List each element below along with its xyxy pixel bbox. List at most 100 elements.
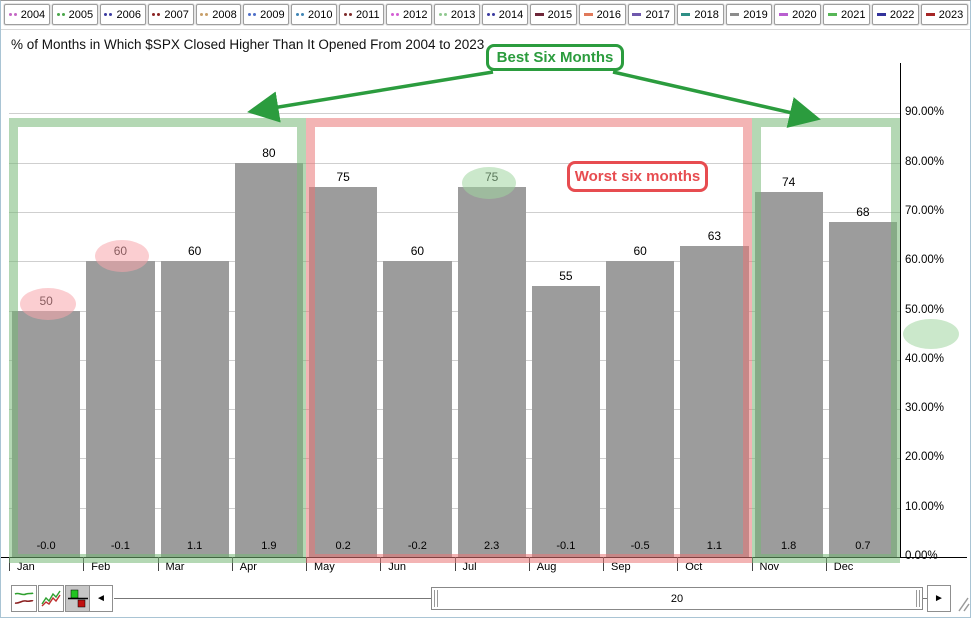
bar-Oct	[680, 246, 749, 557]
dash-series-marker-icon	[583, 13, 593, 16]
year-button-label: 2013	[450, 8, 476, 21]
gridline-60.00%	[9, 261, 900, 263]
month-label-Sep: Sep	[611, 561, 631, 573]
month-tick	[306, 557, 307, 571]
y-tick-label: 70.00%	[905, 204, 945, 217]
month-tick	[83, 557, 85, 571]
y-tick-label: 50.00%	[905, 303, 945, 316]
jul-value-highlight	[462, 167, 516, 199]
gridline-20.00%	[9, 458, 900, 460]
year-button-2021[interactable]: 2021	[823, 4, 871, 25]
gridline-90.00%	[9, 113, 900, 115]
footer-value-Oct: 1.1	[706, 540, 723, 552]
month-tick	[677, 557, 679, 571]
bar-value-Mar: 60	[187, 244, 202, 259]
year-button-2014[interactable]: 2014	[482, 4, 528, 25]
year-button-2018[interactable]: 2018	[676, 4, 724, 25]
year-button-2017[interactable]: 2017	[627, 4, 675, 25]
zigzag-line-chart-icon	[41, 590, 61, 607]
dotted-series-marker-icon	[56, 13, 65, 16]
bar-Aug	[531, 285, 600, 557]
year-button-2006[interactable]: 2006	[99, 4, 146, 25]
footer-value-Aug: -0.1	[556, 540, 576, 552]
best-six-months-left-region	[9, 118, 306, 563]
dash-series-marker-icon	[681, 13, 691, 16]
feb-value-highlight	[95, 240, 149, 272]
bar-value-Aug: 55	[559, 268, 573, 283]
bar-value-Dec: 68	[856, 204, 870, 219]
footer-value-Jul: 2.3	[483, 540, 500, 552]
year-button-label: 2008	[212, 8, 237, 21]
year-button-label: 2022	[889, 8, 915, 21]
dotted-series-marker-icon	[343, 13, 352, 16]
dotted-series-marker-icon	[296, 13, 305, 16]
year-button-2008[interactable]: 2008	[195, 4, 242, 25]
zigzag-line-chart-button[interactable]	[38, 585, 64, 612]
year-button-label: 2023	[938, 8, 964, 21]
thumb-left-grip[interactable]	[434, 590, 438, 607]
bar-Dec	[828, 221, 897, 557]
y-tick-label: 90.00%	[905, 106, 945, 119]
scroll-left-button[interactable]: ◄	[89, 585, 113, 612]
gridline-80.00%	[9, 162, 900, 164]
year-button-2020[interactable]: 2020	[774, 4, 822, 25]
dash-series-marker-icon	[925, 13, 935, 16]
year-button-label: 2018	[694, 8, 719, 21]
month-tick	[9, 557, 10, 571]
year-button-label: 2021	[841, 8, 866, 21]
year-button-label: 2005	[68, 8, 94, 21]
month-label-Mar: Mar	[165, 561, 185, 573]
year-button-2004[interactable]: 2004	[4, 4, 50, 25]
month-label-Feb: Feb	[91, 561, 111, 573]
footer-value-Jan: -0.0	[36, 540, 56, 552]
year-button-label: 2019	[743, 8, 768, 21]
dash-series-marker-icon	[534, 13, 544, 16]
month-label-Nov: Nov	[759, 561, 780, 573]
dotted-series-marker-icon	[104, 13, 113, 16]
bar-Jul	[457, 187, 526, 557]
dotted-series-marker-icon	[152, 13, 161, 16]
month-label-Aug: Aug	[536, 561, 557, 573]
resize-grip-icon[interactable]	[953, 593, 971, 613]
year-button-2010[interactable]: 2010	[291, 4, 338, 25]
month-tick	[157, 557, 159, 571]
month-tick	[528, 557, 530, 571]
year-button-2016[interactable]: 2016	[578, 4, 626, 25]
dash-series-marker-icon	[730, 13, 740, 16]
month-label-Jun: Jun	[388, 561, 406, 573]
dash-series-marker-icon	[632, 13, 642, 16]
month-label-Jul: Jul	[462, 561, 477, 573]
dotted-series-marker-icon	[391, 13, 399, 16]
bar-value-May: 75	[336, 170, 350, 185]
bar-May	[309, 187, 378, 557]
y-tick-label: 80.00%	[905, 155, 945, 168]
year-button-2012[interactable]: 2012	[386, 4, 433, 25]
year-button-2022[interactable]: 2022	[872, 4, 920, 25]
scrollbar-thumb[interactable]: 20	[431, 587, 923, 610]
gridline-30.00%	[9, 409, 900, 411]
scroll-right-button[interactable]: ►	[927, 585, 951, 612]
year-button-2023[interactable]: 2023	[921, 4, 968, 25]
year-button-2013[interactable]: 2013	[434, 4, 481, 25]
year-button-2019[interactable]: 2019	[725, 4, 773, 25]
year-button-2011[interactable]: 2011	[339, 4, 385, 25]
month-label-Apr: Apr	[239, 561, 257, 573]
month-label-Jan: Jan	[17, 561, 35, 573]
dash-series-marker-icon	[779, 13, 789, 16]
year-button-label: 2004	[20, 8, 46, 21]
month-label-May: May	[314, 561, 335, 573]
bar-chart-button[interactable]	[65, 585, 91, 612]
year-button-label: 2017	[645, 8, 670, 21]
dotted-series-marker-icon	[200, 13, 209, 16]
year-button-2007[interactable]: 2007	[147, 4, 194, 25]
bar-Jun	[383, 261, 452, 557]
year-button-label: 2014	[498, 8, 524, 21]
gridline-40.00%	[9, 359, 900, 361]
year-button-2005[interactable]: 2005	[51, 4, 98, 25]
year-button-2015[interactable]: 2015	[529, 4, 577, 25]
year-button-2009[interactable]: 2009	[243, 4, 290, 25]
thumb-right-grip[interactable]	[916, 590, 920, 607]
dotted-series-marker-icon	[438, 13, 447, 16]
smooth-line-chart-button[interactable]	[11, 585, 37, 612]
